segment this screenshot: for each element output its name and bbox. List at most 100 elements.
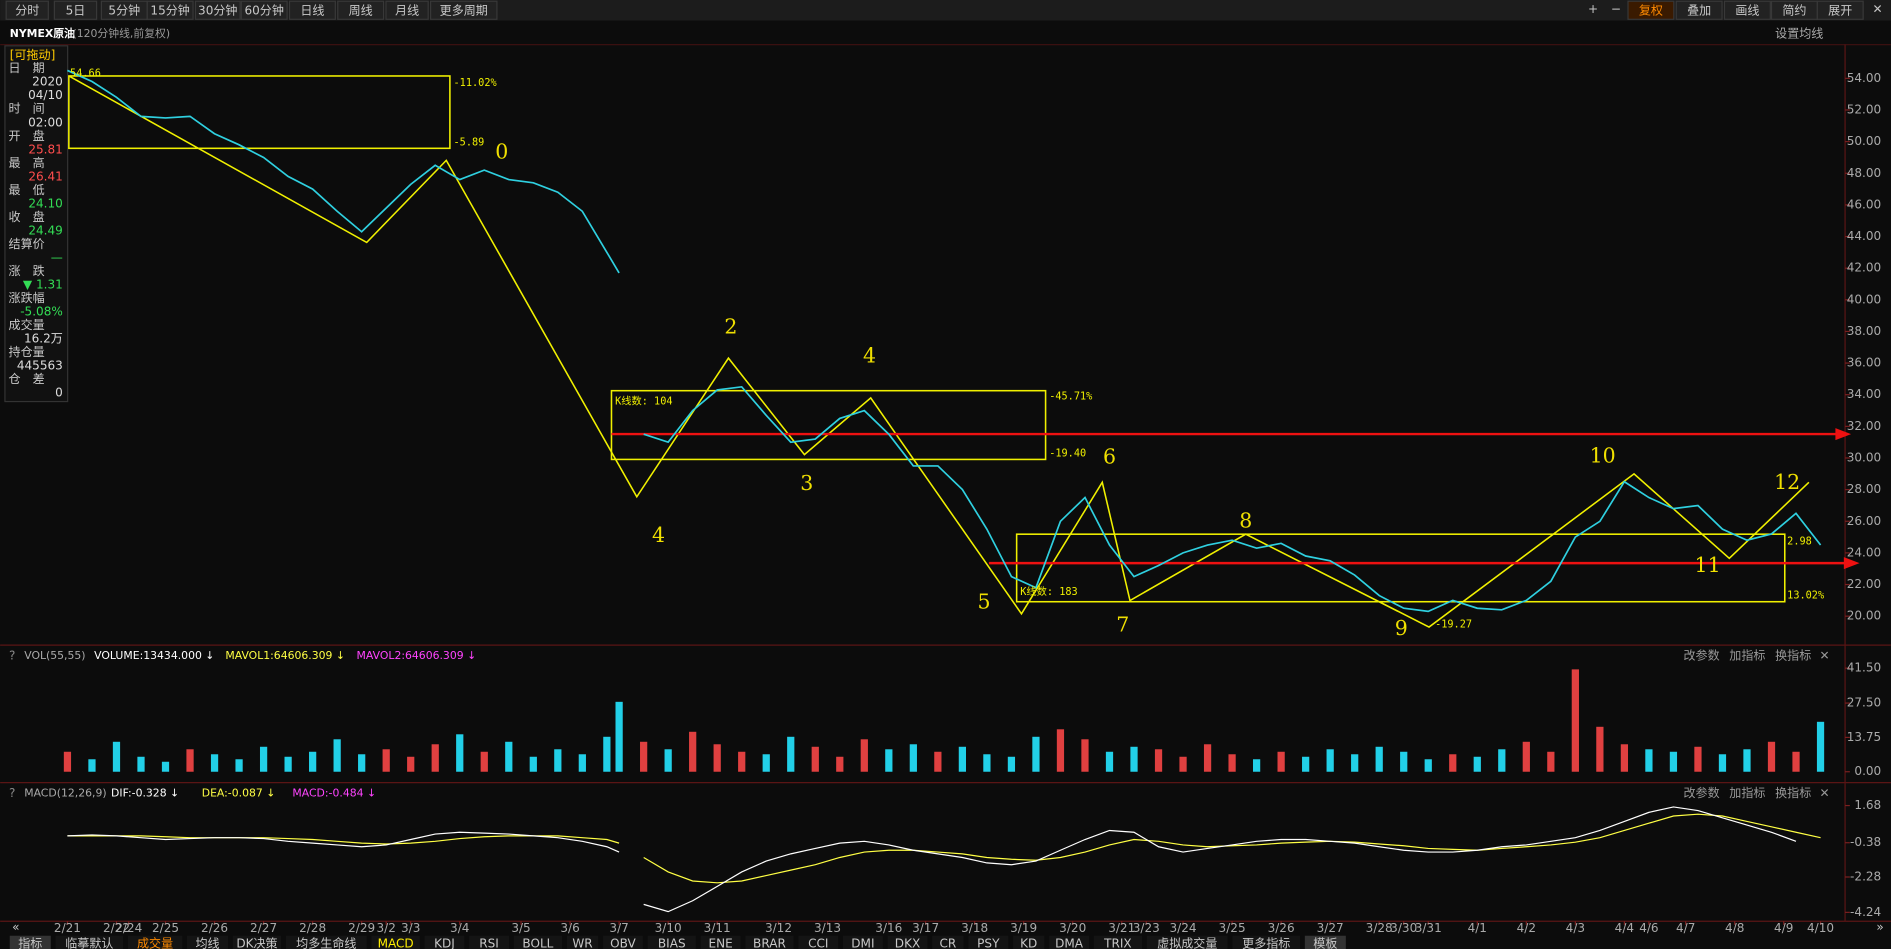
bottom-tab[interactable]: BIAS <box>658 937 686 949</box>
volume-bar <box>529 756 537 772</box>
panel-control[interactable]: 改参数 <box>1683 647 1719 662</box>
scroll-left[interactable]: « <box>12 920 19 934</box>
panel-control[interactable]: 改参数 <box>1683 785 1719 800</box>
bottom-tab[interactable]: DMA <box>1055 937 1084 949</box>
bottom-tab[interactable]: 成交量 <box>137 936 173 949</box>
info-value: 0 <box>55 385 63 399</box>
bottom-tab[interactable]: CCI <box>808 937 828 949</box>
bottom-tab[interactable]: MACD <box>378 937 414 949</box>
zoom-out[interactable]: − <box>1611 2 1621 16</box>
volume-bar <box>431 744 439 772</box>
bottom-tab[interactable]: 模板 <box>1313 937 1337 949</box>
bottom-tab[interactable]: DK决策 <box>236 937 277 949</box>
indicator: MAVOL2:64606.309 ↓ <box>357 649 477 662</box>
close-icon[interactable]: ✕ <box>1873 2 1883 16</box>
tab-bg <box>700 935 741 949</box>
period-button-bg <box>288 0 336 20</box>
x-tick-label: 2/25 <box>152 921 179 935</box>
volume-bar <box>1056 729 1065 772</box>
tab-bg <box>932 935 964 949</box>
volume-bar <box>309 751 317 772</box>
tab-bg <box>566 935 599 949</box>
bottom-tab[interactable]: KDJ <box>434 937 455 949</box>
x-tick-label: 4/10 <box>1807 921 1834 935</box>
bottom-tab[interactable]: RSI <box>479 937 499 949</box>
volume-bar <box>664 749 672 772</box>
bottom-tab[interactable]: 更多指标 <box>1242 936 1290 949</box>
panel-control[interactable]: 加指标 <box>1729 647 1765 662</box>
period-button[interactable]: 60分钟 <box>244 2 283 17</box>
x-tick-label: 3/3 <box>401 921 420 935</box>
period-button[interactable]: 更多周期 <box>440 3 488 17</box>
panel-close[interactable]: ✕ <box>1820 648 1830 662</box>
bottom-tab[interactable]: 指标 <box>18 936 42 949</box>
bottom-tab[interactable]: DKX <box>895 937 920 949</box>
bottom-tab[interactable]: PSY <box>977 937 1000 949</box>
volume-bar <box>811 746 819 772</box>
subtitle: (120分钟线,前复权) <box>72 26 170 40</box>
panel-control[interactable]: 加指标 <box>1729 785 1765 800</box>
volume-bar <box>615 701 623 772</box>
volume-bar <box>1252 759 1261 772</box>
period-button[interactable]: 分时 <box>15 3 39 17</box>
period-button-bg <box>194 0 241 20</box>
bottom-tab[interactable]: CR <box>940 937 957 949</box>
wave-label: 2 <box>724 314 737 338</box>
wave-label: 5 <box>978 589 991 613</box>
bottom-tab[interactable]: TRIX <box>1103 937 1132 949</box>
panel-title: VOL(55,55) <box>24 649 85 662</box>
tab-bg <box>1304 935 1346 949</box>
x-tick-label: 2/22 <box>103 921 130 935</box>
bottom-tab[interactable]: 均线 <box>195 937 219 949</box>
panel-control[interactable]: 换指标 <box>1775 647 1811 662</box>
tool-button[interactable]: 画线 <box>1735 3 1759 17</box>
bottom-tab[interactable]: BOLL <box>522 937 553 949</box>
bottom-tab[interactable]: BRAR <box>753 937 786 949</box>
x-tick-label: 2/28 <box>299 921 326 935</box>
volume-bar <box>1571 669 1579 772</box>
period-button[interactable]: 30分钟 <box>198 2 237 17</box>
x-tick-label: 4/9 <box>1774 921 1793 935</box>
period-button[interactable]: 15分钟 <box>150 2 189 17</box>
volume-bar <box>738 751 746 772</box>
ma-setting[interactable]: 设置均线 <box>1775 26 1823 40</box>
arrow-head <box>1835 428 1852 441</box>
scroll-right[interactable]: » <box>1876 920 1883 934</box>
tool-button[interactable]: 叠加 <box>1687 3 1711 17</box>
bottom-tab[interactable]: 临摹默认 <box>65 936 113 949</box>
info-label: 开 盘 <box>9 128 45 143</box>
panel-close[interactable]: ✕ <box>1820 786 1830 800</box>
bottom-tab[interactable]: DMI <box>851 937 874 949</box>
zoom-in[interactable]: + <box>1588 2 1598 16</box>
wave-label: 8 <box>1239 509 1252 533</box>
x-tick-label: 3/27 <box>1317 921 1344 935</box>
bottom-tab[interactable]: ENE <box>708 937 732 949</box>
box-label: -19.27 <box>1435 619 1472 631</box>
bottom-tab[interactable]: 均多生命线 <box>296 936 356 949</box>
period-button[interactable]: 周线 <box>349 3 373 17</box>
volume-bar <box>554 749 562 772</box>
x-tick-label: 3/12 <box>765 921 792 935</box>
wave-label: 11 <box>1695 553 1721 577</box>
bottom-tab[interactable]: KD <box>1020 937 1037 949</box>
period-button[interactable]: 5日 <box>66 3 86 17</box>
bottom-tab[interactable]: WR <box>572 937 593 949</box>
info-label: 收 盘 <box>9 209 45 224</box>
info-value: 04/10 <box>28 88 63 102</box>
period-button[interactable]: 日线 <box>300 3 324 17</box>
tool-button[interactable]: 展开 <box>1828 3 1852 17</box>
tool-button[interactable]: 复权 <box>1639 3 1663 17</box>
volume-bar <box>88 759 96 772</box>
x-tick-label: 3/2 <box>376 921 395 935</box>
bottom-tab[interactable]: 虚拟成交量 <box>1157 936 1217 949</box>
x-tick-label: 3/10 <box>655 921 682 935</box>
x-tick-label: 3/18 <box>961 921 988 935</box>
period-button[interactable]: 月线 <box>395 3 419 17</box>
panel-control[interactable]: 换指标 <box>1775 785 1811 800</box>
tab-bg <box>603 935 643 949</box>
wave-label: 0 <box>495 140 508 164</box>
volume-bar <box>1620 744 1629 772</box>
tool-button[interactable]: 简约 <box>1782 2 1806 17</box>
period-button[interactable]: 5分钟 <box>108 2 140 17</box>
bottom-tab[interactable]: OBV <box>610 937 636 949</box>
